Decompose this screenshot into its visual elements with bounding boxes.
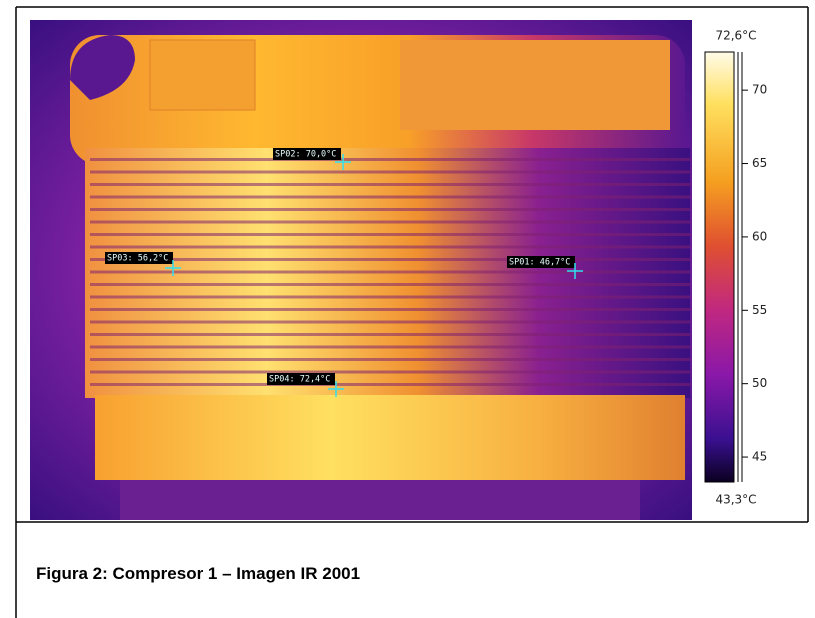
fin-gap — [90, 183, 690, 186]
scale-min: 43,3°C — [715, 493, 756, 507]
housing — [400, 40, 670, 130]
scale-tick-label: 70 — [752, 83, 767, 97]
fin-gap — [90, 320, 690, 324]
spot-label: SP01: 46,7°C — [509, 258, 570, 268]
fin-gap — [90, 383, 690, 386]
fin-gap — [90, 195, 690, 199]
fin-gap — [90, 295, 690, 299]
scale-max: 72,6°C — [715, 29, 756, 43]
caption: Figura 2: Compresor 1 – Imagen IR 2001 — [36, 564, 360, 583]
fin-gap — [90, 333, 690, 336]
fin-gap — [90, 158, 690, 161]
fin-gap — [90, 308, 690, 311]
fin-gap — [90, 345, 690, 349]
scale-tick-label: 55 — [752, 303, 767, 317]
fin-gap — [90, 220, 690, 224]
ir-image — [30, 20, 692, 520]
fin-gap — [90, 358, 690, 361]
lifting-eye — [70, 35, 135, 100]
fin-gap — [90, 258, 690, 261]
spot-label-bg — [507, 256, 575, 268]
terminal-box — [149, 39, 256, 111]
fin-lines — [90, 158, 690, 386]
scale-tick-label: 65 — [752, 156, 767, 170]
base — [120, 480, 640, 520]
fin-gap — [90, 233, 690, 236]
fin-gap — [90, 208, 690, 211]
fin-gap — [90, 270, 690, 274]
spot-label: SP04: 72,4°C — [269, 375, 330, 385]
motor-bottom — [95, 395, 685, 480]
fin-gap — [90, 370, 690, 374]
spot-label: SP02: 70,0°C — [275, 150, 336, 160]
fin-gap — [90, 283, 690, 286]
scale-tick-label: 45 — [752, 450, 767, 464]
fin-gap — [90, 245, 690, 249]
color-bar — [704, 51, 735, 483]
fin-gap — [90, 170, 690, 174]
spot-label: SP03: 56,2°C — [107, 254, 168, 264]
scale-tick-label: 50 — [752, 376, 767, 390]
scale-tick-label: 60 — [752, 229, 767, 243]
spot-label-bg — [267, 373, 335, 385]
spot-label-bg — [273, 148, 341, 160]
spot-label-bg — [105, 252, 173, 264]
